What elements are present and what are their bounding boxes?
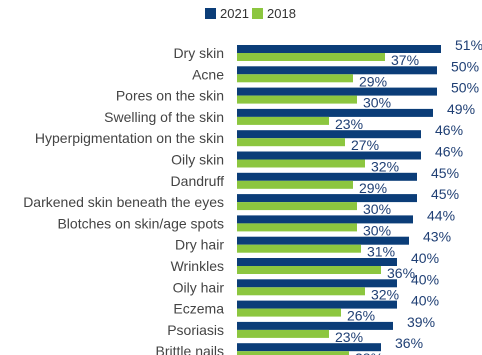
bar-2018 (237, 351, 349, 355)
value-label-2021: 45% (431, 165, 459, 181)
category-label: Blotches on skin/age spots (57, 215, 224, 231)
bar-2018 (237, 308, 341, 317)
category-label: Dry hair (175, 237, 224, 253)
bar-2018 (237, 266, 381, 274)
bar-2018 (237, 138, 345, 147)
value-label-2021: 44% (427, 207, 455, 223)
legend-swatch-2018 (252, 8, 263, 19)
bar-2021 (237, 215, 413, 224)
category-label: Eczema (173, 301, 224, 317)
legend-swatch-2021 (205, 8, 216, 19)
value-label-2021: 40% (411, 250, 439, 266)
value-label-2018: 23% (335, 116, 363, 132)
value-label-2018: 36% (387, 265, 415, 281)
bar-2021 (237, 108, 433, 117)
value-label-2021: 39% (407, 314, 435, 330)
bar-2021 (237, 258, 397, 266)
legend: 2021 2018 (205, 6, 296, 21)
value-label-2021: 50% (451, 80, 479, 96)
value-label-2021: 46% (435, 122, 463, 138)
bar-2018 (237, 244, 361, 253)
bar-2021 (237, 87, 437, 96)
plot-area: Dry skin 51% 37% Acne 50% 29% Pores on the ski… (23, 37, 482, 355)
bar-2021 (237, 130, 421, 139)
value-label-2018: 26% (347, 308, 375, 324)
category-label: Oily hair (173, 279, 225, 295)
value-label-2018: 29% (359, 180, 387, 196)
category-label: Oily skin (171, 152, 224, 168)
category-label: Pores on the skin (116, 88, 224, 104)
value-label-2018: 29% (359, 73, 387, 89)
bar-2021 (237, 45, 441, 53)
bar-2021 (237, 343, 381, 352)
category-label: Swelling of the skin (104, 109, 224, 125)
bar-2018 (237, 116, 329, 125)
value-label-2018: 27% (351, 137, 379, 153)
bar-2018 (237, 53, 385, 61)
value-label-2021: 45% (431, 186, 459, 202)
bar-2018 (237, 287, 365, 296)
value-label-2021: 46% (435, 144, 463, 160)
bar-2018 (237, 180, 353, 189)
value-label-2021: 40% (411, 271, 439, 287)
value-label-2018: 30% (363, 222, 391, 238)
bar-2021 (237, 194, 417, 203)
value-label-2021: 40% (411, 293, 439, 309)
bar-2018 (237, 159, 365, 168)
legend-label-2021: 2021 (220, 6, 249, 21)
value-label-2018: 30% (363, 95, 391, 111)
value-label-2021: 43% (423, 229, 451, 245)
category-label: Psoriasis (167, 322, 224, 338)
value-label-2018: 37% (391, 52, 419, 68)
value-label-2018: 28% (355, 350, 383, 355)
value-label-2021: 49% (447, 101, 475, 117)
category-label: Dandruff (171, 173, 225, 189)
bar-2021 (237, 236, 409, 245)
category-label: Hyperpigmentation on the skin (35, 130, 224, 146)
category-label: Dry skin (173, 45, 224, 61)
value-label-2021: 50% (451, 58, 479, 74)
value-label-2018: 31% (367, 244, 395, 260)
legend-label-2018: 2018 (267, 6, 296, 21)
bar-2018 (237, 329, 329, 338)
bar-2018 (237, 202, 357, 211)
bar-2021 (237, 66, 437, 75)
value-label-2018: 32% (371, 159, 399, 175)
value-label-2021: 36% (395, 335, 423, 351)
bar-2018 (237, 74, 353, 83)
value-label-2021: 51% (455, 37, 482, 53)
category-label: Wrinkles (171, 258, 224, 274)
bar-2021 (237, 279, 397, 288)
value-label-2018: 23% (335, 329, 363, 345)
bar-2021 (237, 300, 397, 309)
bar-2021 (237, 321, 393, 330)
bar-2018 (237, 223, 357, 232)
category-label: Darkened skin beneath the eyes (23, 194, 224, 210)
value-label-2018: 30% (363, 201, 391, 217)
category-label: Acne (192, 66, 224, 82)
bar-2021 (237, 151, 421, 160)
category-label: Brittle nails (156, 343, 224, 355)
bar-2021 (237, 172, 417, 181)
value-label-2018: 32% (371, 286, 399, 302)
bar-2018 (237, 95, 357, 104)
